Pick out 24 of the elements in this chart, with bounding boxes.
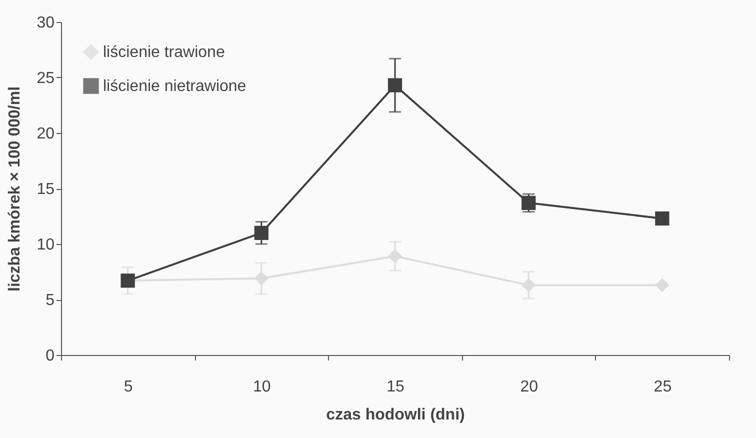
legend-label: liścienie nietrawione <box>103 78 246 95</box>
y-tick-label: 25 <box>36 70 55 87</box>
y-tick-label: 0 <box>46 348 55 364</box>
x-tick-label: 15 <box>386 378 404 396</box>
point <box>522 196 536 210</box>
y-tick-label: 20 <box>36 126 55 142</box>
y-tick-label: 10 <box>36 236 55 254</box>
y-axis-title: liczba kmórek × 100 000/ml <box>6 86 24 292</box>
point <box>655 278 670 292</box>
x-tick-label: 20 <box>520 378 538 396</box>
point <box>388 78 402 92</box>
legend-label: liścienie trawione <box>103 44 225 61</box>
x-axis-title: czas hodowli (dni) <box>326 406 465 424</box>
point <box>655 211 670 226</box>
point <box>254 226 268 240</box>
y-tick-label: 15 <box>36 181 55 198</box>
x-tick-label: 25 <box>654 378 672 396</box>
point <box>388 249 402 264</box>
x-tick-label: 5 <box>124 378 133 396</box>
x-tick-label: 10 <box>253 378 271 396</box>
point <box>522 278 536 292</box>
y-tick-label: 5 <box>46 292 55 309</box>
point <box>254 271 268 286</box>
y-tick-label: 30 <box>36 14 55 32</box>
